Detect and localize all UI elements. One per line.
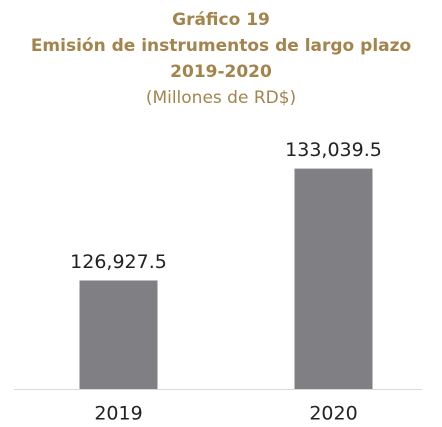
x-tick-label: 2020 xyxy=(309,403,357,425)
x-tick-label: 2019 xyxy=(94,403,142,425)
data-label: 133,039.5 xyxy=(285,139,382,161)
data-label: 126,927.5 xyxy=(70,251,167,273)
chart-subtitle: (Millones de RD$) xyxy=(146,88,296,108)
chart-title: Gráfico 19 xyxy=(172,10,270,30)
chart-title: Emisión de instrumentos de largo plazo xyxy=(31,36,411,56)
chart-title: 2019-2020 xyxy=(170,62,272,82)
bar xyxy=(294,168,373,389)
bar xyxy=(79,280,158,389)
